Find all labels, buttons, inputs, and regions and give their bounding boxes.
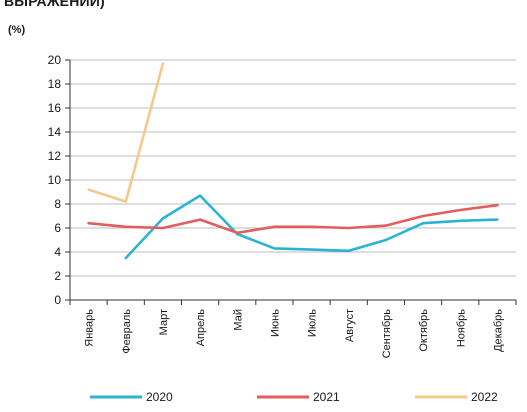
x-tick-label-1: Февраль xyxy=(121,309,133,354)
x-tick-label-9: Октябрь xyxy=(418,309,430,352)
x-tick-label-6: Июль xyxy=(307,309,319,337)
x-tick-label-5: Июнь xyxy=(269,309,281,337)
x-tick-label-8: Сентябрь xyxy=(381,309,393,359)
y-tick-label-4: 4 xyxy=(54,245,61,259)
y-tick-label-16: 16 xyxy=(48,101,62,115)
y-tick-label-10: 10 xyxy=(48,173,62,187)
legend-label-2022: 2022 xyxy=(471,390,498,404)
axes xyxy=(65,59,517,305)
series-line-2022 xyxy=(87,62,165,203)
series-lines xyxy=(87,62,499,260)
chart-title: ВЫРАЖЕНИИ) xyxy=(4,0,105,9)
y-tick-label-20: 20 xyxy=(48,53,62,67)
y-tick-label-2: 2 xyxy=(54,269,61,283)
x-tick-label-10: Ноябрь xyxy=(455,309,467,347)
y-tick-label-18: 18 xyxy=(48,77,62,91)
x-tick-label-3: Апрель xyxy=(195,309,207,347)
series-line-2021 xyxy=(87,203,499,235)
y-tick-label-0: 0 xyxy=(54,293,61,307)
legend: 2020 2021 2022 xyxy=(90,390,498,404)
y-tick-label-14: 14 xyxy=(48,125,62,139)
x-tick-labels: Январь Февраль Март Апрель Май Июнь Июль Август… xyxy=(84,309,505,359)
x-tick-label-0: Январь xyxy=(84,309,96,347)
y-tick-label-6: 6 xyxy=(54,221,61,235)
legend-label-2020: 2020 xyxy=(146,390,173,404)
series-line-2020 xyxy=(124,194,499,260)
y-tick-label-12: 12 xyxy=(48,149,62,163)
x-tick-label-7: Август xyxy=(344,309,356,342)
legend-label-2021: 2021 xyxy=(313,390,340,404)
grid-lines xyxy=(70,59,516,277)
y-tick-label-8: 8 xyxy=(54,197,61,211)
x-tick-label-4: Май xyxy=(232,309,244,331)
y-tick-labels: 0 2 4 6 8 10 12 14 16 18 20 xyxy=(48,53,62,307)
x-tick-label-2: Март xyxy=(158,309,170,335)
y-axis-unit-label: (%) xyxy=(8,24,26,36)
x-tick-label-11: Декабрь xyxy=(492,309,504,352)
